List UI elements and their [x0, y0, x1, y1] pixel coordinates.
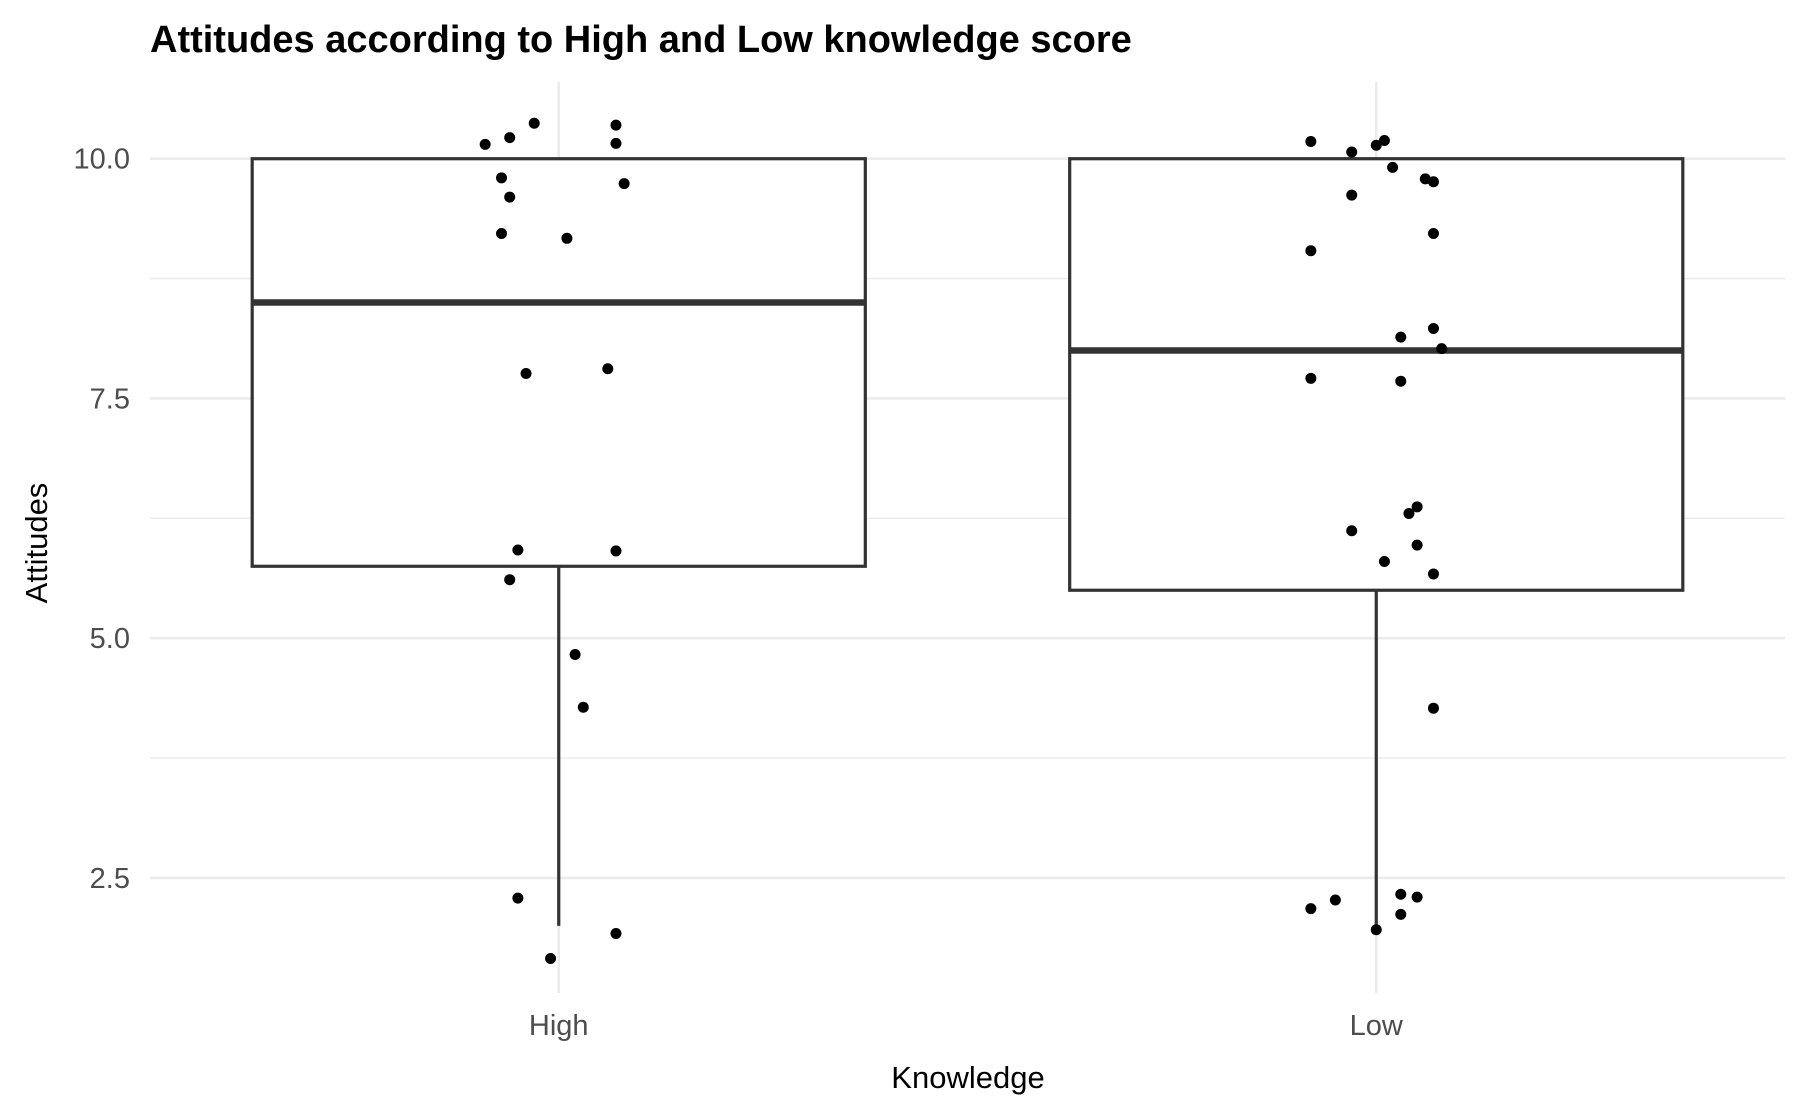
data-point [504, 574, 516, 586]
data-point [610, 928, 622, 940]
data-point [520, 368, 532, 380]
data-points [479, 117, 1448, 964]
data-point [479, 138, 491, 150]
data-point [1370, 924, 1382, 936]
data-point [1305, 903, 1317, 915]
data-point [610, 119, 622, 131]
data-point [610, 137, 622, 149]
data-point [602, 363, 614, 375]
data-point [1427, 702, 1439, 714]
data-point [1395, 908, 1407, 920]
data-point [1305, 245, 1317, 257]
data-point [1411, 501, 1423, 513]
y-tick-label: 5.0 [90, 623, 130, 655]
x-tick-label: Low [1350, 1010, 1404, 1042]
data-point [610, 545, 622, 557]
data-point [1403, 508, 1415, 520]
x-tick-label: High [529, 1010, 589, 1042]
data-point [1370, 139, 1382, 151]
data-point [528, 117, 540, 129]
data-point [504, 132, 516, 144]
data-point [1346, 525, 1358, 537]
data-point [1427, 322, 1439, 334]
data-point [1346, 146, 1358, 158]
data-point [504, 191, 516, 203]
data-point [512, 892, 524, 904]
data-point [1346, 189, 1358, 201]
data-point [1427, 176, 1439, 188]
boxes [250, 157, 1685, 926]
data-point [577, 701, 589, 713]
data-point [1329, 894, 1341, 906]
box-iqr [250, 157, 867, 568]
data-point [1411, 539, 1423, 551]
data-point [569, 648, 581, 660]
data-point [1305, 372, 1317, 384]
data-point [1427, 568, 1439, 580]
box-high [250, 157, 867, 926]
tick-labels: 2.5 5.0 7.5 10.0 High Low [74, 144, 1404, 1042]
data-point [1436, 343, 1448, 355]
data-point [618, 178, 630, 190]
data-point [1411, 891, 1423, 903]
data-point [1378, 134, 1390, 146]
chart-title: Attitudes according to High and Low know… [150, 19, 1132, 61]
data-point [1305, 135, 1317, 147]
y-tick-label: 2.5 [90, 863, 130, 895]
data-point [1427, 228, 1439, 240]
x-axis-title: Knowledge [891, 1060, 1044, 1095]
data-point [1395, 888, 1407, 900]
box-iqr [1068, 157, 1685, 592]
y-tick-label: 7.5 [90, 383, 130, 415]
data-point [1395, 331, 1407, 343]
y-tick-label: 10.0 [74, 144, 130, 176]
data-point [1387, 161, 1399, 173]
data-point [1395, 375, 1407, 387]
data-point [512, 544, 524, 556]
data-point [496, 172, 508, 184]
data-point [496, 228, 508, 240]
box-low [1068, 157, 1685, 926]
data-point [1378, 555, 1390, 567]
y-axis-title: Attitudes [19, 483, 54, 604]
data-point [545, 952, 557, 964]
data-point [561, 232, 573, 244]
